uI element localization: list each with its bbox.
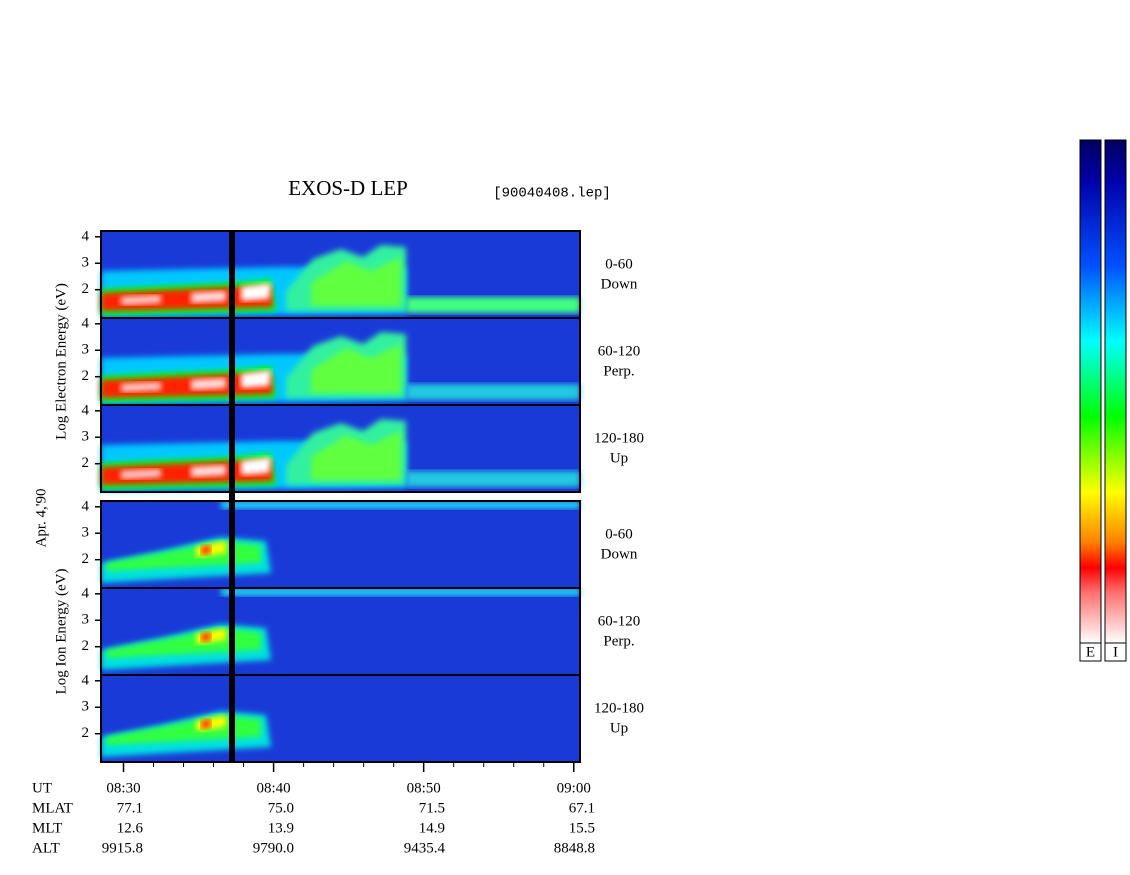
ephemeris-value: 8848.8	[554, 840, 595, 856]
y-tick-label: 2	[82, 638, 90, 654]
panel-label: Down	[601, 276, 638, 292]
y-tick-label: 3	[82, 699, 90, 715]
ephemeris-value: 71.5	[419, 800, 445, 816]
spectrum-texture	[221, 588, 580, 596]
y-tick-label: 4	[82, 672, 90, 688]
panel-label: 0-60	[605, 256, 633, 272]
y-tick-label: 2	[82, 725, 90, 741]
ephemeris-value: 77.1	[117, 800, 143, 816]
ephemeris-value: 67.1	[569, 800, 595, 816]
spectrum-texture	[201, 545, 211, 555]
ephemeris-value: 9915.8	[102, 840, 143, 856]
spectrum-texture	[241, 457, 271, 475]
ephemeris-label: MLAT	[32, 800, 73, 816]
ephemeris-label: ALT	[32, 840, 60, 856]
spectrum-texture	[191, 465, 226, 477]
panel-label: 60-120	[598, 343, 641, 359]
y-tick-label: 4	[82, 498, 90, 514]
y-tick-label: 3	[82, 342, 90, 358]
plots: Log Electron Energy (eV) 2 3 4 0-60 Down 2 3 4 60…	[53, 228, 644, 763]
color-bar	[1079, 139, 1102, 644]
ut-label: UT	[32, 780, 52, 796]
panel-label: 0-60	[605, 526, 633, 542]
color-bar-label-box	[1104, 642, 1127, 662]
spectrum-texture	[121, 295, 161, 305]
data-gap	[229, 231, 235, 762]
color-bar-label: E	[1086, 644, 1095, 660]
y-tick-label: 2	[82, 281, 90, 297]
color-bar-label-box	[1079, 642, 1102, 662]
spectrum-texture	[191, 378, 226, 390]
y-tick-label: 3	[82, 525, 90, 541]
panel: 2 3 4 120-180 Up	[82, 402, 644, 493]
file-label: [90040408.lep]	[493, 186, 611, 202]
chart-title: EXOS-D LEP	[288, 176, 408, 200]
x-tick-label: 08:30	[106, 780, 140, 796]
ephemeris-value: 13.9	[268, 820, 294, 836]
panel-label: Up	[610, 450, 628, 466]
spectrum-texture	[241, 370, 271, 388]
ephemeris-label: MLT	[32, 820, 62, 836]
ephemeris-value: 14.9	[419, 820, 445, 836]
y-tick-label: 2	[82, 551, 90, 567]
y-tick-label: 3	[82, 612, 90, 628]
panel-label: 60-120	[598, 613, 641, 629]
spectrum-texture	[221, 501, 580, 509]
color-bar	[1104, 139, 1127, 644]
spectrum-texture	[241, 283, 271, 301]
panel: 2 3 4 120-180 Up	[82, 672, 644, 763]
ephemeris-value: 12.6	[117, 820, 144, 836]
panel: 2 3 4 60-120 Perp.	[82, 315, 641, 406]
spectrum-texture	[121, 469, 161, 479]
spectrum-texture	[121, 382, 161, 392]
y-tick-label: 3	[82, 429, 90, 445]
ephemeris-value: 9790.0	[253, 840, 294, 856]
panel-frame	[100, 404, 581, 493]
spectrum-texture	[311, 257, 401, 306]
y-tick-label: 4	[82, 228, 90, 244]
panel-label: 120-180	[594, 700, 644, 716]
panel: 2 3 4 60-120 Perp.	[82, 585, 641, 676]
x-tick-label: 09:00	[557, 780, 591, 796]
y-tick-label: 2	[82, 368, 90, 384]
x-tick-label: 08:50	[407, 780, 441, 796]
ephemeris-value: 75.0	[268, 800, 294, 816]
ephemeris-value: 9435.4	[404, 840, 446, 856]
y-tick-label: 2	[82, 455, 90, 471]
spectrum-texture	[406, 384, 580, 400]
panel-label: 120-180	[594, 430, 644, 446]
panel-label: Perp.	[603, 633, 634, 649]
y-axis-label: Log Electron Energy (eV)	[53, 283, 69, 440]
y-tick-label: 4	[82, 402, 90, 418]
date-label: Apr. 4,'90	[33, 489, 49, 548]
y-tick-label: 4	[82, 315, 90, 331]
y-axis-label: Log Ion Energy (eV)	[53, 569, 69, 695]
panel-label: Down	[601, 546, 638, 562]
spectrum-texture	[201, 719, 211, 729]
panel-label: Perp.	[603, 363, 634, 379]
spectrum-texture	[311, 344, 401, 393]
spectrum-texture	[406, 471, 580, 487]
spectrum-texture	[201, 632, 211, 642]
y-tick-label: 3	[82, 255, 90, 271]
y-tick-label: 4	[82, 585, 90, 601]
panel-label: Up	[610, 720, 628, 736]
panel: 2 3 4 0-60 Down	[82, 498, 638, 589]
spectrum-texture	[406, 297, 580, 313]
color-bar-label: I	[1113, 644, 1118, 660]
panel: 2 3 4 0-60 Down	[82, 228, 638, 319]
spectrum-texture	[191, 291, 226, 303]
spectrum-texture	[311, 431, 401, 480]
x-tick-label: 08:40	[257, 780, 291, 796]
ephemeris-value: 15.5	[569, 820, 595, 836]
